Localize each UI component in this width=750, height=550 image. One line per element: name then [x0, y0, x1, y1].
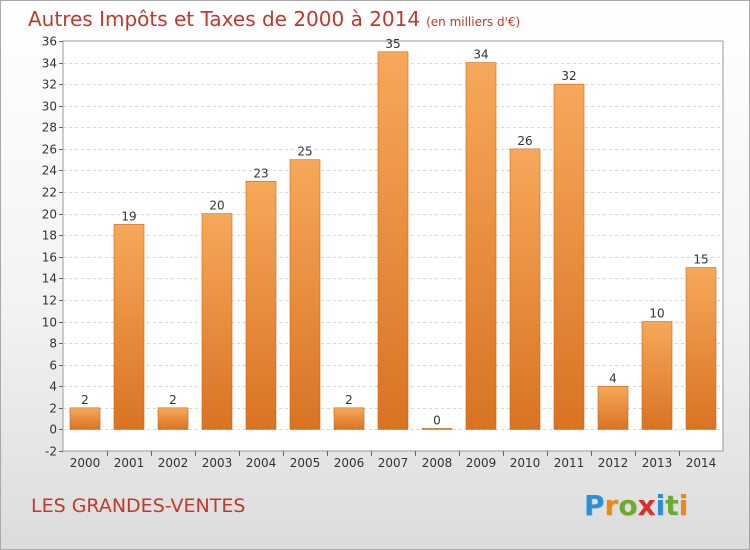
data-label: 19	[121, 209, 136, 223]
data-label: 10	[649, 307, 664, 321]
y-tick-label: 2	[49, 402, 57, 416]
x-tick-label: 2004	[246, 456, 277, 470]
bar	[641, 321, 673, 430]
x-tick-label: 2000	[70, 456, 101, 470]
y-tick-label: 12	[42, 294, 57, 308]
chart-title: Autres Impôts et Taxes de 2000 à 2014 (en…	[28, 7, 520, 31]
y-tick-label: 4	[49, 380, 57, 394]
y-tick-label: 30	[42, 100, 57, 114]
x-tick-label: 2002	[158, 456, 189, 470]
data-label: 23	[253, 166, 268, 180]
bar	[421, 428, 453, 430]
bar	[201, 213, 233, 430]
y-tick-label: 20	[42, 208, 57, 222]
x-tick-label: 2003	[202, 456, 233, 470]
x-tick-label: 2013	[642, 456, 673, 470]
data-label: 26	[517, 134, 532, 148]
data-label: 2	[169, 393, 177, 407]
y-tick-label: 14	[42, 272, 57, 286]
data-label: 34	[473, 48, 488, 62]
y-tick-label: 18	[42, 229, 57, 243]
logo-letter: i	[678, 489, 689, 522]
data-label: 32	[561, 69, 576, 83]
logo-letter: P	[584, 489, 605, 522]
commune-name: LES GRANDES-VENTES	[31, 495, 246, 517]
bar	[157, 407, 189, 430]
y-tick-label: 8	[49, 337, 57, 351]
data-label: 25	[297, 145, 312, 159]
bar	[597, 385, 629, 430]
data-label: 15	[693, 253, 708, 267]
bar	[245, 180, 277, 430]
bar	[113, 224, 145, 430]
chart-unit: (en milliers d'€)	[426, 15, 521, 29]
x-tick-label: 2007	[378, 456, 409, 470]
y-tick-label: 16	[42, 251, 57, 265]
data-label: 4	[609, 371, 617, 385]
data-label: 20	[209, 199, 224, 213]
bar	[685, 267, 717, 430]
y-tick-label: -2	[45, 445, 57, 459]
x-tick-label: 2001	[114, 456, 145, 470]
y-tick-label: 24	[42, 164, 57, 178]
data-label: 2	[81, 393, 89, 407]
x-tick-label: 2009	[466, 456, 497, 470]
bar	[333, 407, 365, 430]
x-tick-label: 2014	[686, 456, 717, 470]
logo-letter: x	[637, 489, 656, 522]
logo-letter: t	[665, 489, 679, 522]
bar	[289, 159, 321, 430]
y-tick-label: 34	[42, 57, 57, 71]
bars: 2 19 2 20 23 25 2 35 0 34 26 32 4 10 15	[69, 37, 717, 430]
data-label: 2	[345, 393, 353, 407]
x-tick-label: 2010	[510, 456, 541, 470]
y-tick-label: 32	[42, 78, 57, 92]
y-tick-label: 6	[49, 359, 57, 373]
data-label: 35	[385, 37, 400, 51]
data-label: 0	[433, 413, 441, 427]
x-tick-label: 2012	[598, 456, 629, 470]
x-tick-label: 2008	[422, 456, 453, 470]
x-tick-label: 2005	[290, 456, 321, 470]
y-tick-label: 26	[42, 143, 57, 157]
x-tick-label: 2006	[334, 456, 365, 470]
y-tick-label: 28	[42, 121, 57, 135]
bar	[69, 407, 101, 430]
y-tick-label: 0	[49, 423, 57, 437]
x-tick-label: 2011	[554, 456, 585, 470]
logo-letter: i	[655, 489, 666, 522]
y-tick-label: 36	[42, 35, 57, 49]
bar	[553, 83, 585, 430]
proxiti-logo[interactable]: Proxiti	[584, 489, 688, 522]
chart-title-text: Autres Impôts et Taxes de 2000 à 2014	[28, 7, 421, 31]
bar	[509, 148, 541, 430]
y-tick-label: 22	[42, 186, 57, 200]
bar	[465, 62, 497, 430]
bar	[377, 51, 409, 430]
logo-letter: o	[618, 489, 638, 522]
x-axis: 2000 2001 2002 2003 2004 2005 2006 2007 2008 2009…	[70, 451, 717, 470]
logo-letter: r	[604, 489, 619, 522]
y-tick-label: 10	[42, 316, 57, 330]
